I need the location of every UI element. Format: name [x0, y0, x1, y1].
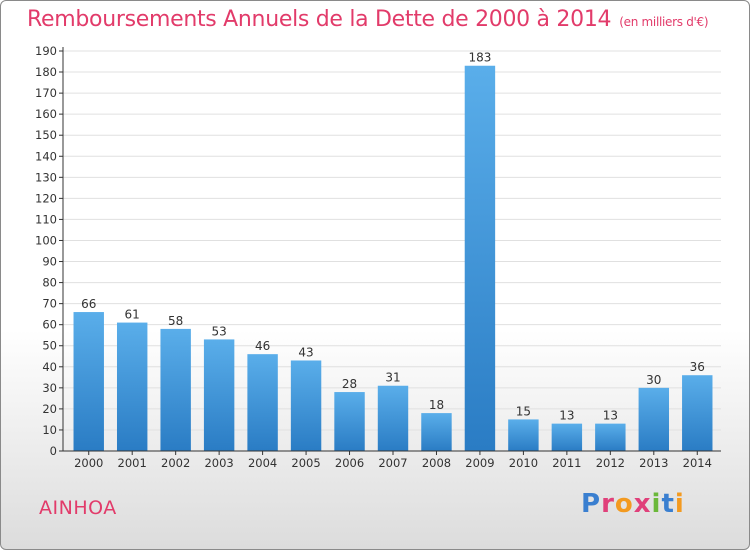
bar-2000 [73, 312, 104, 451]
data-label-2014: 36 [690, 360, 705, 374]
axes [59, 47, 721, 455]
y-tick-label: 30 [42, 381, 57, 395]
logo-letter: t [661, 489, 675, 519]
logo-letter: x [633, 489, 652, 519]
bar-2012 [595, 423, 626, 451]
proxiti-logo: Proxiti [581, 489, 685, 519]
y-tick-label: 160 [35, 107, 57, 121]
x-tick-label-2012: 2012 [596, 456, 625, 470]
logo-letter: P [581, 489, 602, 519]
logo-letter: i [651, 489, 662, 519]
x-tick-label-2005: 2005 [291, 456, 320, 470]
y-tick-label: 120 [35, 191, 57, 205]
x-tick-label-2001: 2001 [118, 456, 147, 470]
labels: 0 10 20 30 40 50 60 70 80 90 100 110 120 130 140 150 160… [35, 44, 712, 470]
y-tick-label: 40 [42, 360, 57, 374]
y-tick-label: 80 [42, 276, 57, 290]
bar-2002 [160, 328, 191, 451]
chart-title-text: Remboursements Annuels de la Dette de 20… [27, 7, 612, 32]
y-tick-label: 90 [42, 255, 57, 269]
data-label-2002: 58 [168, 314, 183, 328]
bar-2010 [508, 419, 539, 451]
x-tick-label-2002: 2002 [161, 456, 190, 470]
data-label-2005: 43 [298, 345, 313, 359]
x-tick-label-2000: 2000 [74, 456, 103, 470]
logo-letter: i [674, 489, 685, 519]
data-label-2003: 53 [211, 324, 226, 338]
logo-letter: r [601, 489, 615, 519]
chart-subtitle: (en milliers d'€) [619, 15, 709, 29]
y-tick-label: 180 [35, 65, 57, 79]
x-tick-label-2006: 2006 [335, 456, 364, 470]
bar-2011 [551, 423, 583, 451]
data-label-2009: 183 [468, 51, 491, 65]
bar-2006 [334, 392, 365, 451]
bar-2009 [464, 65, 496, 451]
y-tick-label: 50 [42, 339, 57, 353]
bar-2001 [116, 322, 148, 451]
y-tick-label: 70 [42, 297, 57, 311]
data-label-2010: 15 [516, 404, 531, 418]
y-tick-label: 170 [35, 86, 57, 100]
y-tick-label: 140 [35, 149, 57, 163]
x-tick-label-2010: 2010 [509, 456, 538, 470]
data-label-2000: 66 [81, 297, 96, 311]
y-tick-label: 0 [50, 444, 57, 458]
data-label-2004: 46 [255, 339, 270, 353]
bar-2003 [203, 339, 235, 451]
y-tick-label: 110 [35, 212, 57, 226]
y-tick-label: 150 [35, 128, 57, 142]
data-label-2011: 13 [559, 409, 574, 423]
y-tick-label: 10 [42, 423, 57, 437]
logo-letter: o [614, 489, 634, 519]
bar-2013 [638, 387, 670, 451]
data-label-2001: 61 [125, 308, 140, 322]
y-tick-label: 190 [35, 44, 57, 58]
x-tick-label-2013: 2013 [639, 456, 668, 470]
y-tick-label: 100 [35, 233, 57, 247]
data-label-2007: 31 [385, 371, 400, 385]
data-label-2008: 18 [429, 398, 444, 412]
x-tick-label-2008: 2008 [422, 456, 451, 470]
y-tick-label: 130 [35, 170, 57, 184]
data-label-2012: 13 [603, 409, 618, 423]
bars [73, 65, 713, 451]
x-tick-label-2009: 2009 [465, 456, 494, 470]
bar-2014 [682, 375, 713, 451]
commune-name: AINHOA [39, 497, 117, 519]
data-label-2006: 28 [342, 377, 357, 391]
x-tick-label-2003: 2003 [204, 456, 233, 470]
x-tick-label-2011: 2011 [552, 456, 581, 470]
bar-2007 [377, 385, 409, 451]
bar-2005 [290, 360, 322, 451]
x-tick-label-2004: 2004 [248, 456, 277, 470]
x-tick-label-2007: 2007 [378, 456, 407, 470]
data-label-2013: 30 [646, 373, 661, 387]
y-tick-label: 60 [42, 318, 57, 332]
y-tick-label: 20 [42, 402, 57, 416]
x-tick-label-2014: 2014 [683, 456, 712, 470]
bar-2008 [421, 413, 452, 451]
bar-2004 [247, 354, 278, 451]
chart-title: Remboursements Annuels de la Dette de 20… [27, 7, 709, 32]
